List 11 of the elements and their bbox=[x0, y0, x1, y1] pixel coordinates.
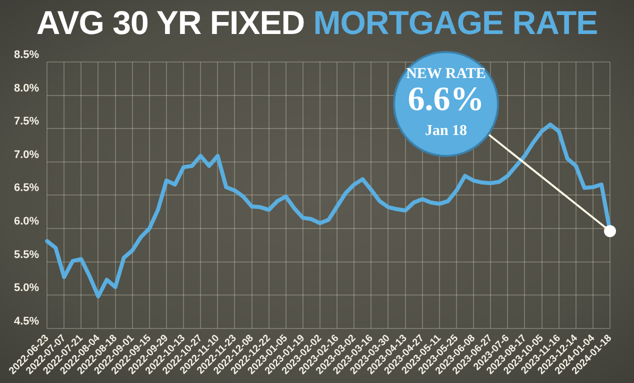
y-tick-label: 8.0% bbox=[14, 82, 40, 94]
annotation: NEW RATE 6.6% Jan 18 bbox=[406, 66, 486, 139]
y-tick-label: 7.5% bbox=[14, 116, 40, 128]
y-tick-label: 6.5% bbox=[14, 182, 40, 194]
y-tick-label: 7.0% bbox=[14, 148, 40, 161]
y-tick-label: 6.0% bbox=[14, 215, 40, 228]
y-tick-label: 5.0% bbox=[14, 282, 40, 294]
y-tick-label: 4.5% bbox=[14, 315, 40, 328]
chart-title: AVG 30 YR FIXED MORTGAGE RATE bbox=[36, 4, 598, 41]
y-tick-label: 8.5% bbox=[14, 49, 40, 62]
y-tick-label: 5.5% bbox=[14, 248, 40, 261]
